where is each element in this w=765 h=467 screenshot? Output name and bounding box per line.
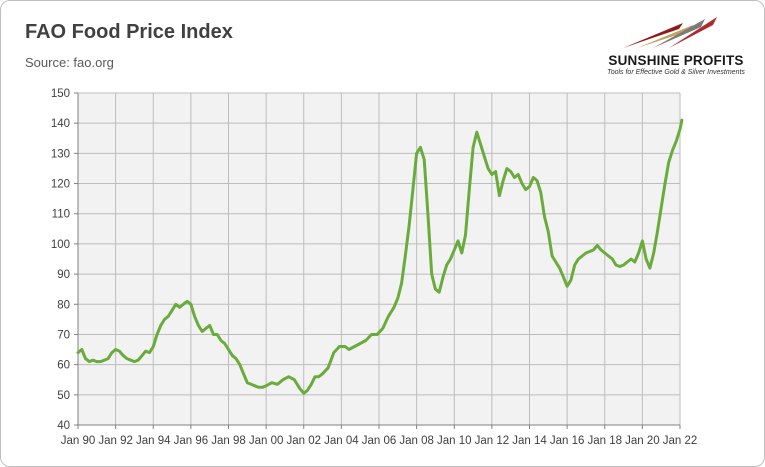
logo-tagline: Tools for Effective Gold & Silver Invest… [607,69,745,76]
y-tick-label: 40 [57,420,70,432]
sunshine-profits-logo: SUNSHINE PROFITS Tools for Effective Gol… [591,15,761,80]
x-tick-label: Jan 94 [136,435,171,447]
series-layer [76,118,684,395]
x-tick-label: Jan 92 [98,435,133,447]
y-axis: 40 50 60 70 80 90 100 110 120 130 140 150 [51,88,79,432]
x-tick-label: Jan 96 [174,435,209,447]
y-tick-label: 80 [57,299,70,311]
x-tick-label: Jan 04 [324,435,359,447]
chart-source: Source: fao.org [25,55,114,70]
x-tick-label: Jan 08 [399,435,434,447]
y-tick-label: 110 [52,209,70,221]
x-tick-label: Jan 00 [249,435,284,447]
x-tick-label: Jan 06 [362,435,397,447]
x-tick-label: Jan 14 [512,435,547,447]
x-tick-label: Jan 20 [625,435,660,447]
x-tick-label: Jan 12 [475,435,510,447]
chart-title: FAO Food Price Index [25,21,233,43]
x-axis: Jan 90 Jan 92 Jan 94 Jan 96 Jan 98 Jan 00 Jan … [61,424,698,447]
x-tick-label: Jan 98 [211,435,246,447]
x-tick-label: Jan 22 [663,435,698,447]
x-tick-label: Jan 02 [286,435,321,447]
logo-brand-name: SUNSHINE PROFITS [608,53,744,68]
x-tick-label: Jan 16 [550,435,585,447]
series-line-food-price-index [76,118,684,395]
y-tick-label: 140 [51,118,70,130]
y-tick-label: 150 [51,88,70,100]
y-tick-label: 90 [57,269,70,281]
y-tick-label: 130 [51,148,70,160]
y-tick-label: 60 [57,360,70,372]
y-tick-label: 70 [57,329,70,341]
x-tick-label: Jan 90 [61,435,96,447]
y-tick-label: 120 [51,179,70,191]
x-tick-label: Jan 10 [437,435,472,447]
y-tick-label: 50 [57,390,70,402]
rays-icon [623,17,717,48]
x-tick-label: Jan 18 [587,435,622,447]
y-tick-label: 100 [51,239,70,251]
